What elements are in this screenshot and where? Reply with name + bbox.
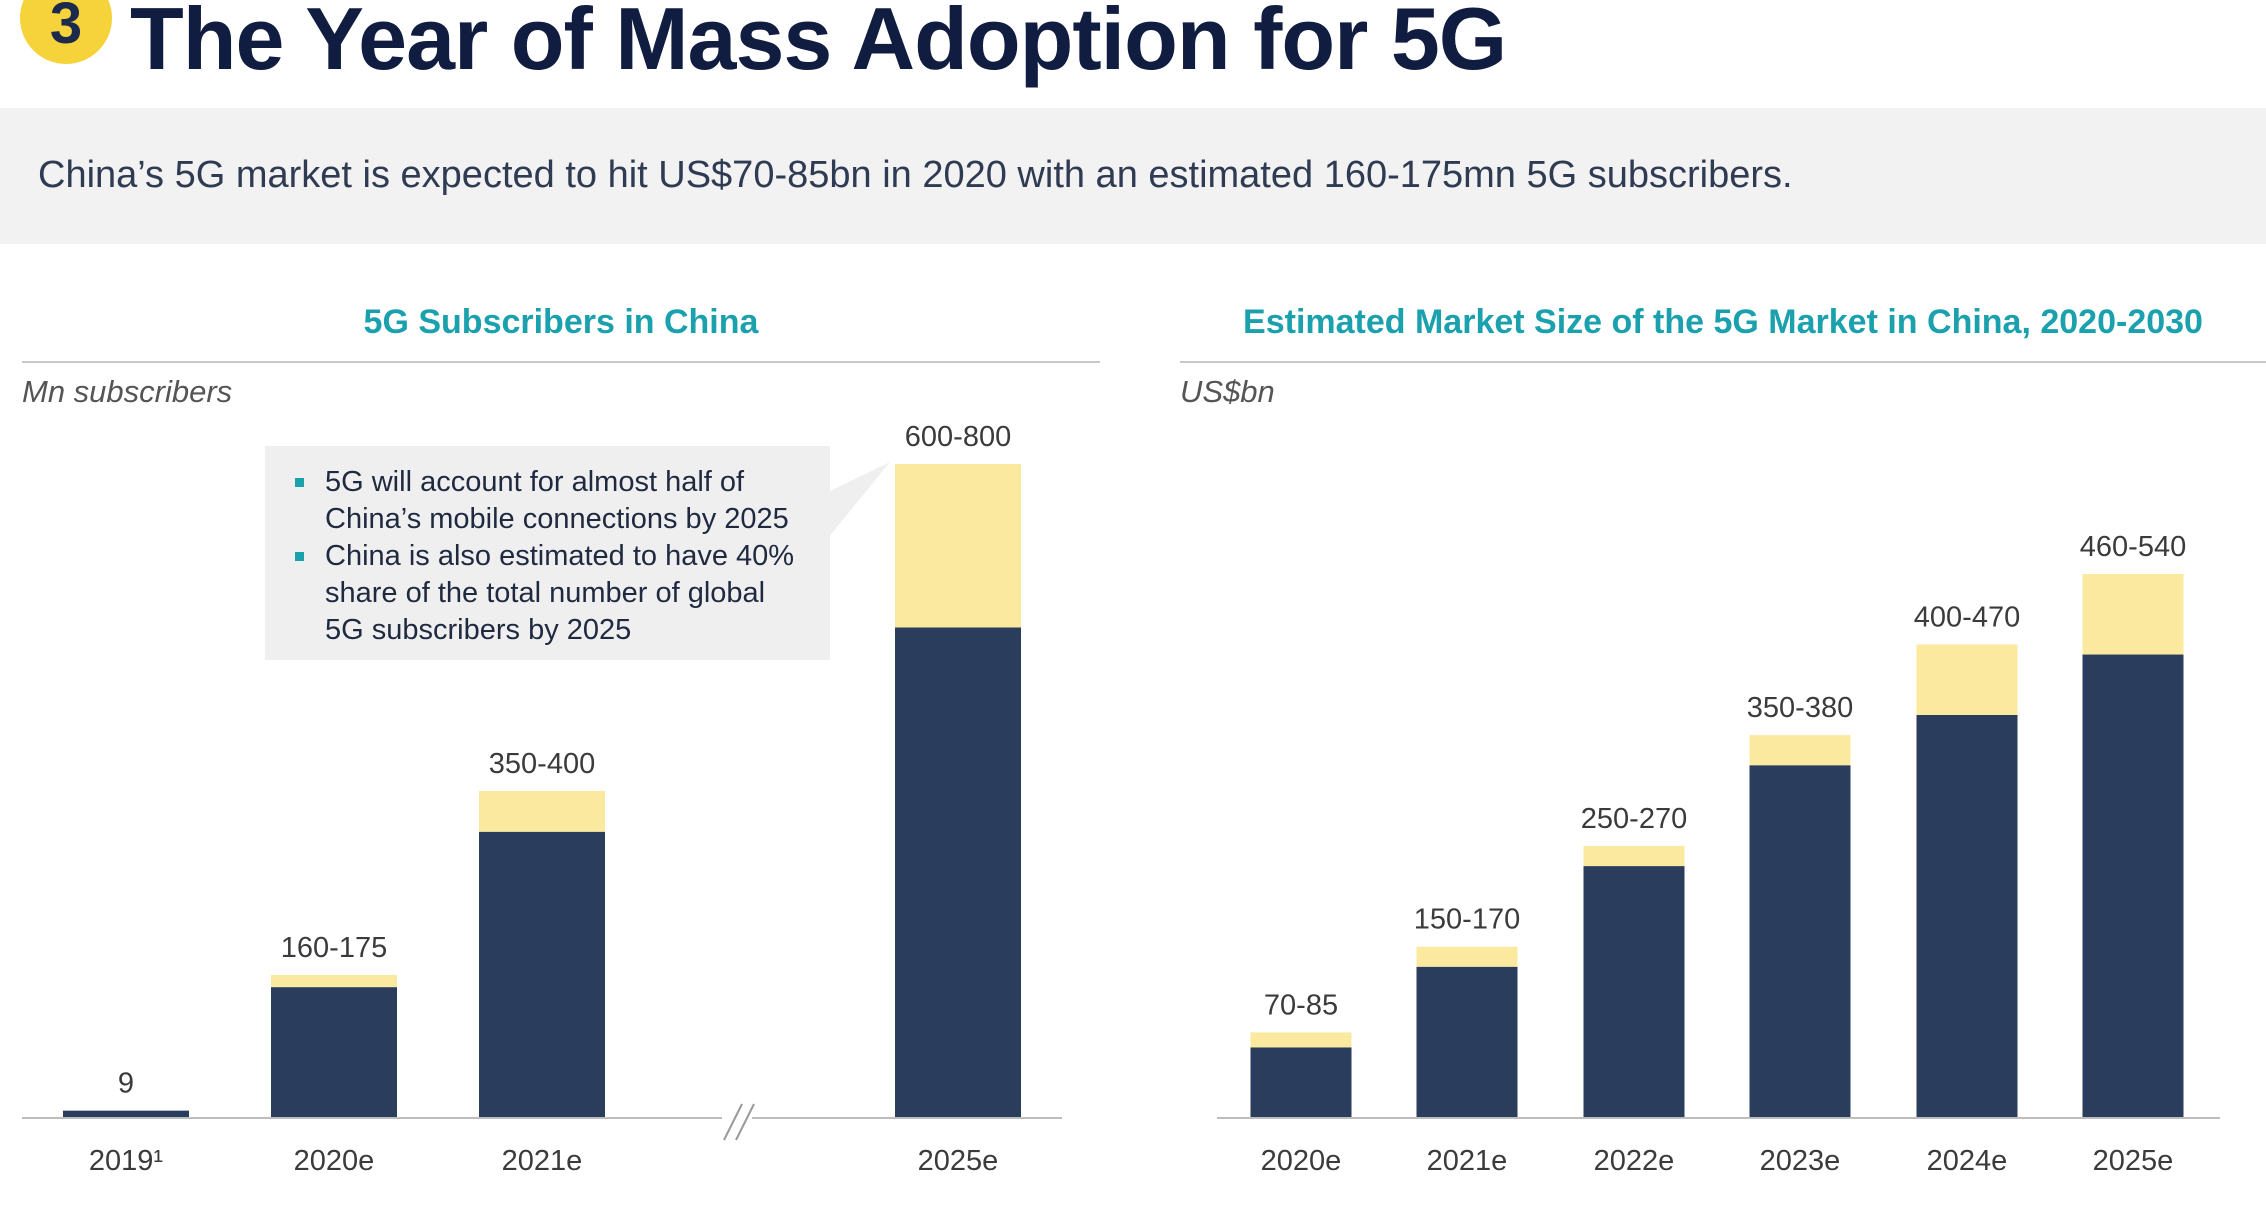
right-bar-base-0 [1250,1047,1352,1118]
right-tick-label-3: 2023e [1760,1145,1841,1177]
right-data-label-2: 250-270 [1581,803,1687,835]
left-bar-range-3 [895,464,1021,628]
right-bar-range-1 [1416,946,1518,967]
left-data-label-2: 350-400 [489,748,595,780]
left-data-label-1: 160-175 [281,932,387,964]
callout-item: China is also estimated to have 40% shar… [281,538,810,649]
subtitle-text: China’s 5G market is expected to hit US$… [38,154,1793,196]
left-data-label-3: 600-800 [905,421,1011,453]
subtitle-banner: China’s 5G market is expected to hit US$… [0,108,2266,244]
right-bar-range-2 [1583,845,1685,867]
bullet-icon [295,552,304,561]
right-tick-label-4: 2024e [1927,1145,2008,1177]
left-chart-title: 5G Subscribers in China [363,303,759,341]
right-data-label-1: 150-170 [1414,904,1520,936]
left-bar-base-1 [271,987,397,1118]
right-data-label-3: 350-380 [1747,692,1853,724]
right-bar-range-5 [2082,573,2184,655]
right-bar-base-4 [1916,715,2018,1118]
callout-pointer [828,462,890,538]
left-bar-range-1 [271,974,397,988]
right-tick-label-2: 2022e [1594,1145,1675,1177]
right-bar-base-3 [1749,765,1851,1118]
left-chart-title-rule [22,361,1100,363]
right-chart-unit-label: US$bn [1180,374,1275,409]
right-data-label-0: 70-85 [1264,989,1338,1021]
right-bar-base-2 [1583,866,1685,1118]
right-data-label-5: 460-540 [2080,531,2186,563]
right-tick-label-0: 2020e [1261,1145,1342,1177]
left-bar-range-2 [479,791,605,832]
right-bar-range-4 [1916,644,2018,715]
right-tick-label-5: 2025e [2093,1145,2174,1177]
callout-box: 5G will account for almost half of China… [265,446,830,660]
left-chart-unit-label: Mn subscribers [22,374,233,409]
left-tick-label-1: 2020e [294,1145,375,1177]
right-tick-label-1: 2021e [1427,1145,1508,1177]
right-bar-range-0 [1250,1032,1352,1048]
right-bar-base-5 [2082,654,2184,1118]
callout-item-text: 5G will account for almost half of China… [325,466,789,535]
right-data-label-4: 400-470 [1914,601,2020,633]
right-chart-title-rule [1180,361,2266,363]
callout-item: 5G will account for almost half of China… [281,464,810,538]
right-chart-title: Estimated Market Size of the 5G Market i… [1243,303,2203,341]
right-bar-range-3 [1749,735,1851,766]
page-title: The Year of Mass Adoption for 5G [130,0,1507,88]
callout-list: 5G will account for almost half of China… [265,446,830,649]
axis-break-mark [723,1103,743,1141]
left-data-label-0: 9 [118,1068,134,1100]
right-bar-base-1 [1416,966,1518,1118]
left-bar-base-0 [63,1110,189,1118]
callout-item-text: China is also estimated to have 40% shar… [325,540,795,646]
axis-break-mark [735,1103,755,1141]
left-bar-base-2 [479,831,605,1118]
left-tick-label-3: 2025e [918,1145,999,1177]
left-tick-label-0: 2019¹ [89,1145,164,1177]
left-bar-base-3 [895,627,1021,1118]
bullet-icon [295,478,304,487]
left-tick-label-2: 2021e [502,1145,583,1177]
